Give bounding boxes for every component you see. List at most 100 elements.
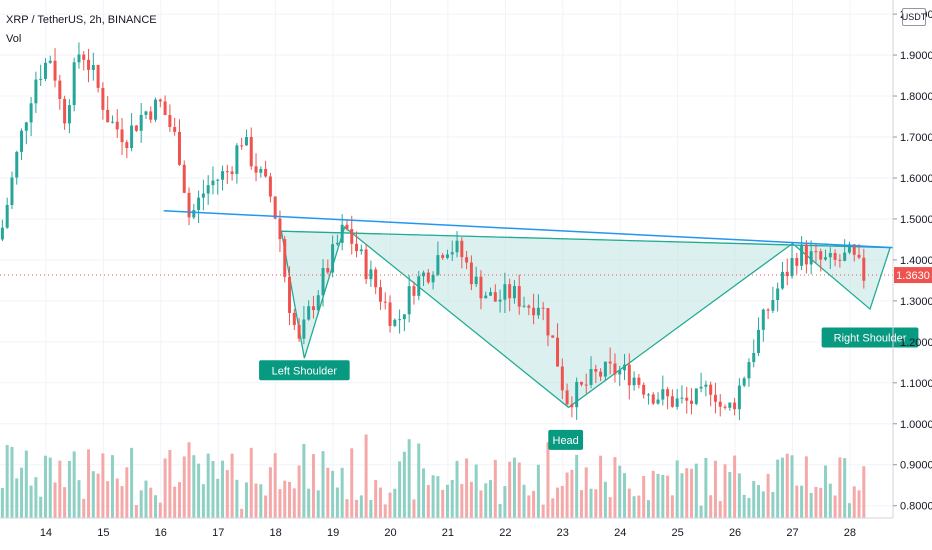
neckline[interactable] [163,209,894,249]
candle-body [661,389,665,400]
candle-body [297,325,301,339]
volume-bar [249,447,253,518]
volume-bar [72,451,76,518]
volume-bar [632,496,636,518]
candle-body [407,286,411,315]
volume-bar [575,454,579,518]
volume-bar [412,499,416,518]
candle-body [771,300,775,311]
currency-button[interactable]: USDT [902,8,926,26]
volume-bar [661,474,665,518]
volume-bar [560,485,564,518]
volume-bar [398,461,402,518]
candle-body [757,329,761,353]
pattern-label-text: Head [553,435,579,447]
candle-body [34,79,38,104]
candle-body [489,292,493,296]
volume-bar [273,453,277,518]
volume-bar [618,465,622,518]
candle-body [479,276,483,299]
volume-bar [326,467,330,518]
candle-body [776,288,780,301]
volume-bar [742,494,746,518]
candle-body [221,171,225,180]
volume-bar [15,478,19,518]
candle-body [560,366,564,391]
candle-body [742,378,746,386]
time-tick-label: 28 [844,527,856,539]
volume-bar [436,476,440,518]
candle-body [790,258,794,277]
price-axis[interactable]: 2.00001.90001.80001.70001.60001.50001.40… [892,0,932,518]
volume-bar [728,472,732,518]
time-axis[interactable]: 14 15 16 17 18 19 20 21 22 23 24 25 26 27 28 [0,517,893,539]
time-tick-label: 18 [270,527,282,539]
volume-legend[interactable]: Vol [6,33,22,45]
candle-body [259,168,263,173]
price-tick-label: 1.6000 [900,173,932,185]
candle-body [565,390,569,405]
candle-body [139,114,143,131]
volume-bar [809,492,813,518]
volume-bar [455,460,459,518]
volume-bar [584,467,588,518]
candle-body [465,257,469,263]
candle-body [536,307,540,316]
time-tick-label: 19 [327,527,339,539]
time-tick-label: 15 [97,527,109,539]
candle-body [216,179,220,181]
candle-body [685,397,689,401]
volume-bar [709,495,713,518]
candle-body [331,244,335,273]
candle-body [374,269,378,288]
candle-body [752,352,756,363]
time-tick-label: 22 [499,527,511,539]
candle-body [699,386,703,389]
volume-bar [154,495,158,518]
candle-body [77,54,81,63]
volume-bar [426,484,430,518]
volume-bar [297,465,301,518]
time-tick-label: 14 [40,527,52,539]
volume-bar [311,454,315,518]
candle-body [613,363,617,375]
candle-body [570,404,574,408]
candle-body [761,309,765,330]
candle-body [350,228,354,244]
price-tick-label: 1.4000 [900,255,932,267]
candle-body [675,398,679,407]
volume-bar [493,459,497,518]
volume-bar [824,465,828,518]
volume-bar [283,480,287,518]
symbol-legend[interactable]: XRP / TetherUS, 2h, BINANCE [6,14,157,26]
volume-bar [852,486,856,518]
volume-bar [43,455,47,518]
volume-bar [106,481,110,518]
candle-body [594,369,598,372]
volume-bar [623,473,627,518]
candle-body [182,164,186,193]
candle-body [201,193,205,198]
volume-bar [24,450,28,518]
candle-body [431,274,435,283]
candle-body [53,60,57,81]
current-price-label: 1.3630 [896,270,930,282]
volume-bar [20,467,24,518]
volume-bar [321,451,325,518]
volume-bar [340,467,344,518]
candle-body [5,204,9,228]
candle-body [359,249,363,252]
volume-bar [522,484,526,518]
volume-bar [158,502,162,518]
volume-bar [335,487,339,518]
volume-bar [221,460,225,518]
volume-bar [130,447,134,518]
candle-body [158,99,162,102]
candle-body [445,254,449,258]
candle-body [87,59,91,70]
candle-body [192,210,196,218]
volume-bar [690,468,694,518]
candle-body [637,377,641,385]
volume-bar [599,455,603,518]
